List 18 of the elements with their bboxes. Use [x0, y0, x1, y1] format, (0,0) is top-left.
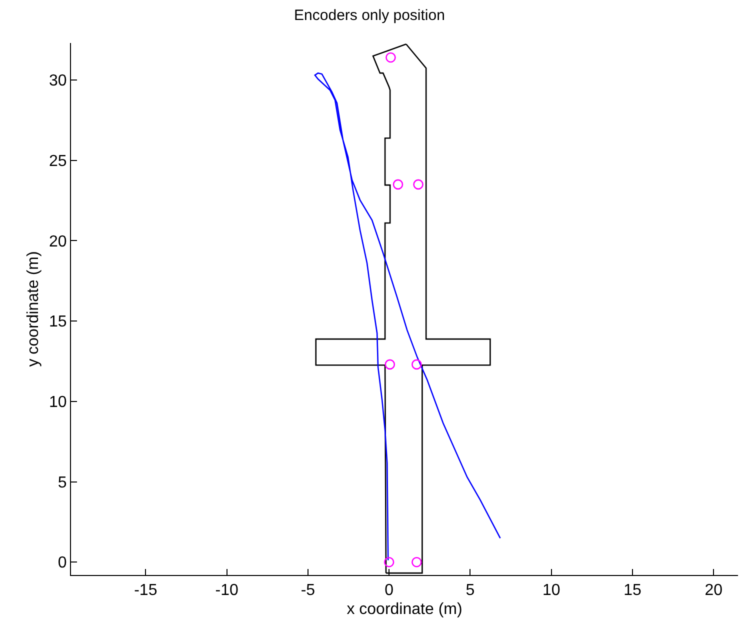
- x-tick-label: 5: [466, 582, 475, 600]
- y-axis-title: y coordinate (m): [24, 251, 42, 367]
- y-tick-label: 20: [49, 233, 67, 250]
- x-tick-label: 0: [384, 582, 394, 600]
- x-tick-label: 15: [624, 582, 642, 600]
- x-tick-label: -10: [215, 582, 238, 600]
- y-tick-label: 0: [58, 554, 67, 572]
- chart-title: Encoders only position: [294, 7, 445, 24]
- x-tick-label: 10: [542, 582, 560, 600]
- y-tick-label: 5: [58, 474, 67, 492]
- y-tick-label: 15: [49, 314, 67, 331]
- x-tick-label: -15: [134, 582, 158, 600]
- y-tick-label: 10: [49, 394, 67, 412]
- x-tick-label: 20: [704, 582, 723, 600]
- y-tick-label: 25: [49, 152, 67, 170]
- x-tick-label: -5: [300, 582, 316, 600]
- x-axis-title: x coordinate (m): [346, 600, 462, 618]
- y-tick-label: 30: [49, 72, 67, 90]
